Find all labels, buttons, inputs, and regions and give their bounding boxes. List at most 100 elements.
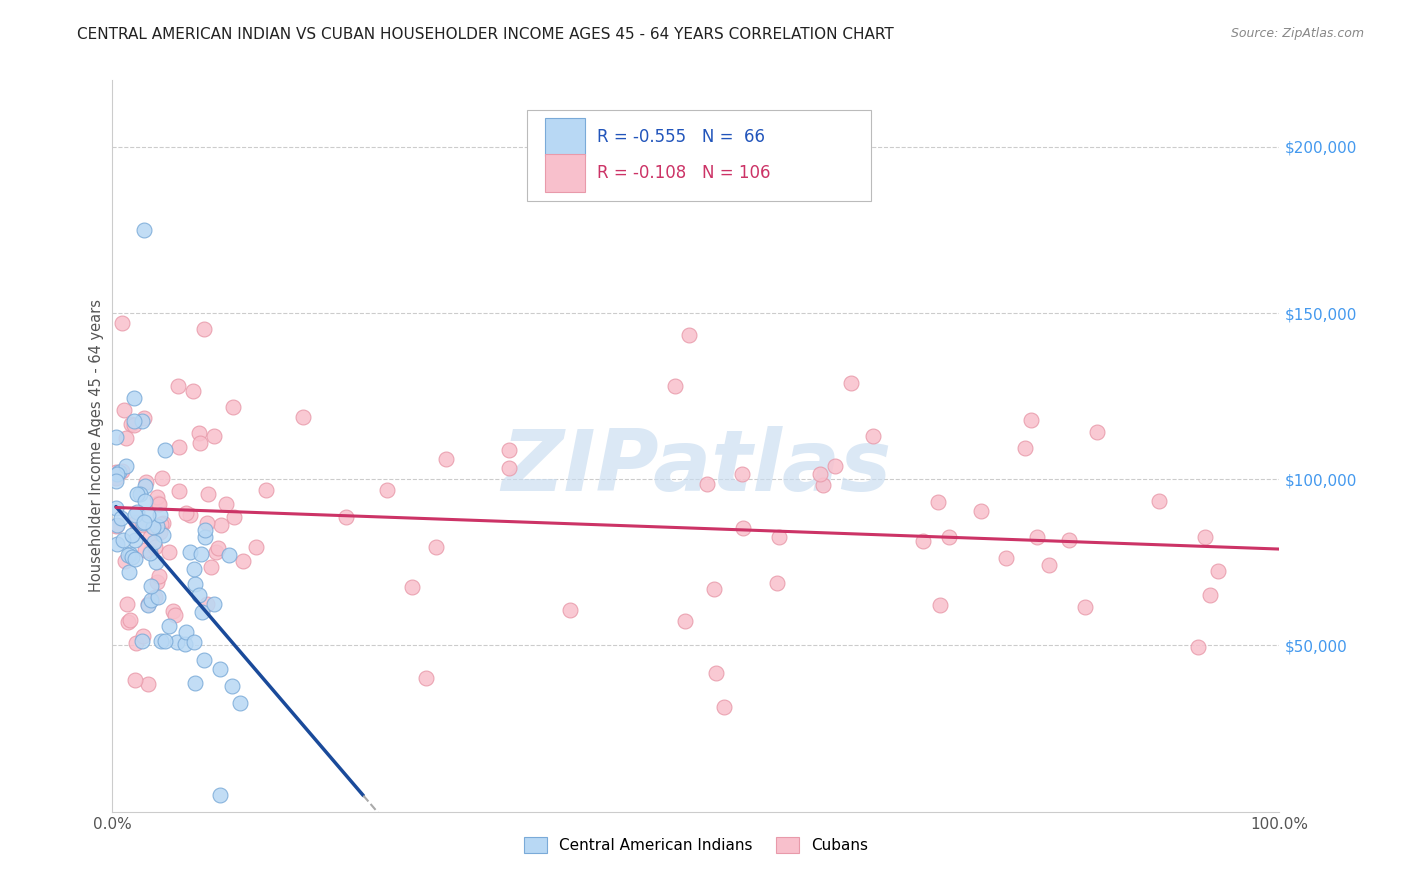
Point — [810, 467, 832, 482]
Text: ZIPatlas: ZIPatlas — [501, 426, 891, 509]
Point — [124, 636, 146, 650]
Point — [730, 467, 752, 481]
Point — [148, 568, 170, 582]
Point — [205, 544, 228, 558]
Point — [115, 432, 138, 446]
Point — [254, 483, 277, 498]
Point — [166, 634, 188, 648]
Point — [174, 624, 197, 639]
Point — [927, 495, 949, 509]
Point — [143, 540, 166, 554]
Point — [142, 520, 165, 534]
Point — [122, 417, 145, 432]
Point — [124, 673, 146, 687]
Text: R = -0.108   N = 106: R = -0.108 N = 106 — [596, 164, 770, 182]
Point — [146, 590, 169, 604]
Point — [1038, 558, 1060, 572]
Point — [229, 696, 252, 710]
Point — [134, 494, 156, 508]
Point — [733, 521, 755, 535]
Point — [118, 565, 141, 579]
Point — [1085, 425, 1108, 439]
Point — [560, 602, 582, 616]
Point — [114, 554, 136, 568]
Point — [434, 452, 457, 467]
Point — [1199, 588, 1222, 602]
Point — [139, 530, 162, 544]
Point — [117, 548, 139, 562]
Point — [193, 653, 215, 667]
Point — [938, 530, 960, 544]
Point — [1019, 413, 1042, 427]
Point — [131, 517, 153, 532]
Point — [193, 322, 215, 336]
Point — [121, 550, 143, 565]
Point — [118, 547, 141, 561]
Point — [131, 634, 153, 648]
Point — [105, 467, 128, 482]
Point — [1194, 530, 1216, 544]
Point — [765, 576, 787, 591]
Point — [135, 475, 157, 490]
Point — [200, 559, 222, 574]
Point — [146, 491, 169, 505]
Point — [143, 591, 166, 605]
Point — [124, 552, 146, 566]
Point — [222, 510, 245, 524]
Point — [138, 677, 160, 691]
Point — [232, 554, 254, 568]
Point — [183, 561, 205, 575]
Point — [117, 615, 139, 629]
Point — [703, 582, 725, 597]
Point — [139, 579, 162, 593]
Point — [664, 379, 686, 393]
FancyBboxPatch shape — [546, 119, 585, 156]
Point — [197, 487, 219, 501]
Point — [839, 376, 862, 390]
Point — [194, 530, 217, 544]
FancyBboxPatch shape — [546, 154, 585, 192]
Point — [375, 483, 398, 497]
Point — [415, 671, 437, 685]
Point — [184, 675, 207, 690]
Point — [162, 604, 184, 618]
Point — [152, 516, 174, 531]
Point — [149, 516, 172, 531]
Point — [153, 633, 176, 648]
Point — [139, 593, 162, 607]
Point — [245, 540, 267, 554]
Point — [132, 515, 155, 529]
Point — [150, 471, 173, 485]
Point — [132, 410, 155, 425]
Point — [222, 401, 245, 415]
Point — [111, 316, 134, 330]
Point — [115, 459, 138, 474]
Point — [995, 550, 1018, 565]
Point — [108, 465, 131, 479]
Point — [209, 517, 232, 532]
Point — [112, 402, 135, 417]
Point — [104, 501, 127, 516]
Point — [1206, 564, 1229, 578]
Point — [132, 223, 155, 237]
Point — [149, 508, 172, 522]
Point — [105, 471, 128, 485]
Point — [146, 496, 169, 510]
Point — [194, 523, 217, 537]
Point — [183, 635, 205, 649]
Point — [146, 519, 169, 533]
Point — [811, 477, 834, 491]
Point — [207, 541, 229, 556]
Point — [401, 580, 423, 594]
Point — [221, 679, 243, 693]
Point — [929, 599, 952, 613]
Point — [218, 549, 240, 563]
Point — [155, 442, 177, 457]
Point — [152, 528, 174, 542]
Point — [673, 614, 696, 628]
Point — [148, 497, 170, 511]
Point — [167, 484, 190, 499]
Point — [134, 543, 156, 558]
Point — [862, 429, 884, 443]
Point — [157, 544, 180, 558]
